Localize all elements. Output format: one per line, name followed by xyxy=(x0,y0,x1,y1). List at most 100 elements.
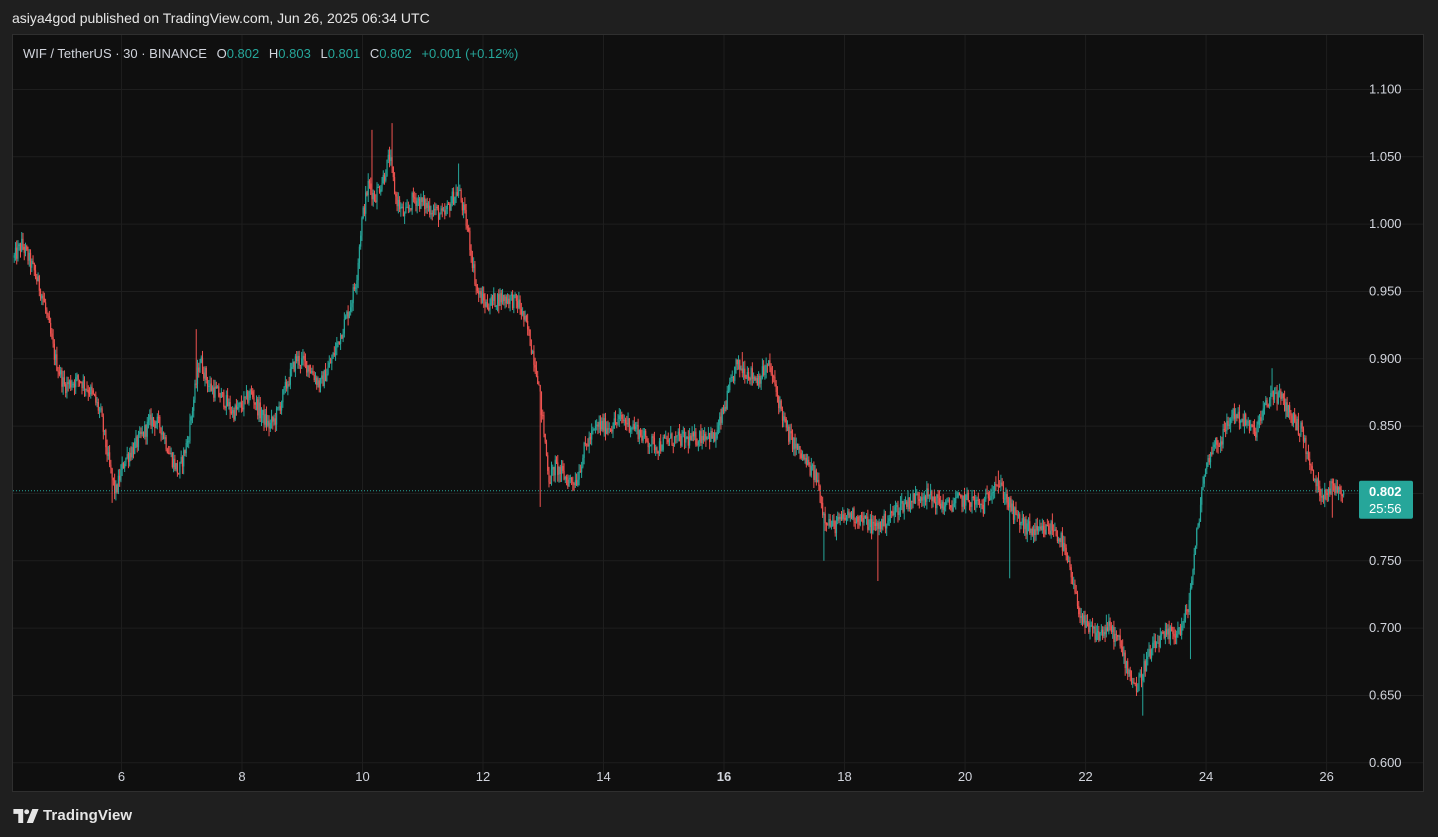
candle xyxy=(157,410,160,424)
candle xyxy=(887,515,889,526)
candle xyxy=(1134,682,1136,687)
candle xyxy=(1040,522,1042,531)
candle xyxy=(18,242,20,251)
candle xyxy=(1083,610,1085,625)
candle xyxy=(812,463,814,471)
candle xyxy=(697,440,699,452)
tradingview-logo[interactable]: TradingView xyxy=(13,807,132,824)
candle xyxy=(42,291,44,306)
candle xyxy=(1237,407,1239,419)
candle xyxy=(46,307,48,319)
candle xyxy=(903,499,905,520)
candle xyxy=(530,339,533,355)
candle xyxy=(101,406,103,417)
candle xyxy=(525,314,527,323)
candle xyxy=(22,232,24,250)
price-chart[interactable]: 1.1001.0501.0000.9500.9000.8500.8000.750… xyxy=(13,35,1423,791)
candle xyxy=(150,408,152,430)
candle xyxy=(505,294,507,308)
candle xyxy=(215,381,217,389)
candle xyxy=(601,417,603,432)
candle xyxy=(176,460,178,477)
candle xyxy=(727,384,730,394)
candle xyxy=(81,381,83,395)
candle xyxy=(465,203,467,230)
candle xyxy=(475,279,477,295)
candle xyxy=(334,342,337,361)
candle xyxy=(671,432,673,446)
candle xyxy=(1329,480,1331,497)
candle xyxy=(298,350,300,369)
candle xyxy=(734,366,736,385)
candle xyxy=(721,407,723,425)
candle xyxy=(1194,545,1197,555)
candle xyxy=(943,502,946,516)
x-tick-label: 24 xyxy=(1199,769,1213,784)
candle xyxy=(260,407,263,427)
candle xyxy=(1325,488,1327,501)
low-value: 0.801 xyxy=(327,46,361,61)
candle xyxy=(603,413,605,437)
candle xyxy=(152,416,155,427)
candle xyxy=(62,370,64,395)
candle xyxy=(596,419,598,431)
candle xyxy=(776,386,779,403)
candle xyxy=(1169,625,1171,646)
candle xyxy=(460,188,462,203)
candle xyxy=(1188,592,1190,615)
candle xyxy=(141,425,143,437)
candle xyxy=(886,523,888,537)
candle xyxy=(707,427,710,440)
candle xyxy=(1147,648,1149,666)
candle xyxy=(854,517,856,530)
candle xyxy=(1095,625,1097,642)
candle xyxy=(52,329,54,348)
candle xyxy=(1064,536,1066,556)
candle xyxy=(409,204,411,213)
chart-area[interactable]: 1.1001.0501.0000.9500.9000.8500.8000.750… xyxy=(12,34,1424,792)
candle xyxy=(273,414,275,426)
symbol-name[interactable]: WIF / TetherUS · 30 · BINANCE xyxy=(23,46,207,61)
candle xyxy=(933,489,935,504)
candle xyxy=(730,374,732,383)
candle xyxy=(282,389,284,408)
y-tick-label: 1.050 xyxy=(1369,149,1402,164)
candle xyxy=(916,489,918,496)
candle xyxy=(149,409,151,426)
candle xyxy=(511,290,514,310)
candle xyxy=(371,129,373,206)
candle xyxy=(238,402,240,413)
candle xyxy=(1061,527,1064,556)
candle xyxy=(621,411,623,424)
candle xyxy=(1022,514,1025,534)
candle xyxy=(1066,552,1069,564)
candle xyxy=(681,429,683,448)
candle xyxy=(688,427,691,449)
candle xyxy=(225,390,227,416)
candle xyxy=(345,314,347,320)
candle xyxy=(434,202,436,216)
candle xyxy=(1297,412,1300,436)
candle xyxy=(627,412,629,428)
candle xyxy=(1155,641,1158,649)
candle xyxy=(1167,624,1169,640)
price-axis[interactable]: 1.1001.0501.0000.9500.9000.8500.8000.750… xyxy=(1369,81,1402,769)
candle xyxy=(819,484,821,504)
candle xyxy=(977,492,979,505)
candle xyxy=(702,430,704,444)
candle xyxy=(1196,527,1198,549)
candle xyxy=(643,428,645,439)
time-axis[interactable]: 6 8 10 12 14 16 18 20 22 24 26 xyxy=(118,769,1334,784)
y-tick-label: 0.700 xyxy=(1369,620,1402,635)
candle xyxy=(66,376,68,399)
candle xyxy=(407,201,409,214)
candle xyxy=(830,520,833,530)
candle xyxy=(1177,621,1179,638)
candle xyxy=(766,363,769,373)
candle xyxy=(41,293,43,306)
candle xyxy=(849,511,851,522)
candle xyxy=(105,428,107,455)
candle xyxy=(1189,583,1192,660)
candle xyxy=(941,499,943,513)
candle xyxy=(663,434,666,439)
